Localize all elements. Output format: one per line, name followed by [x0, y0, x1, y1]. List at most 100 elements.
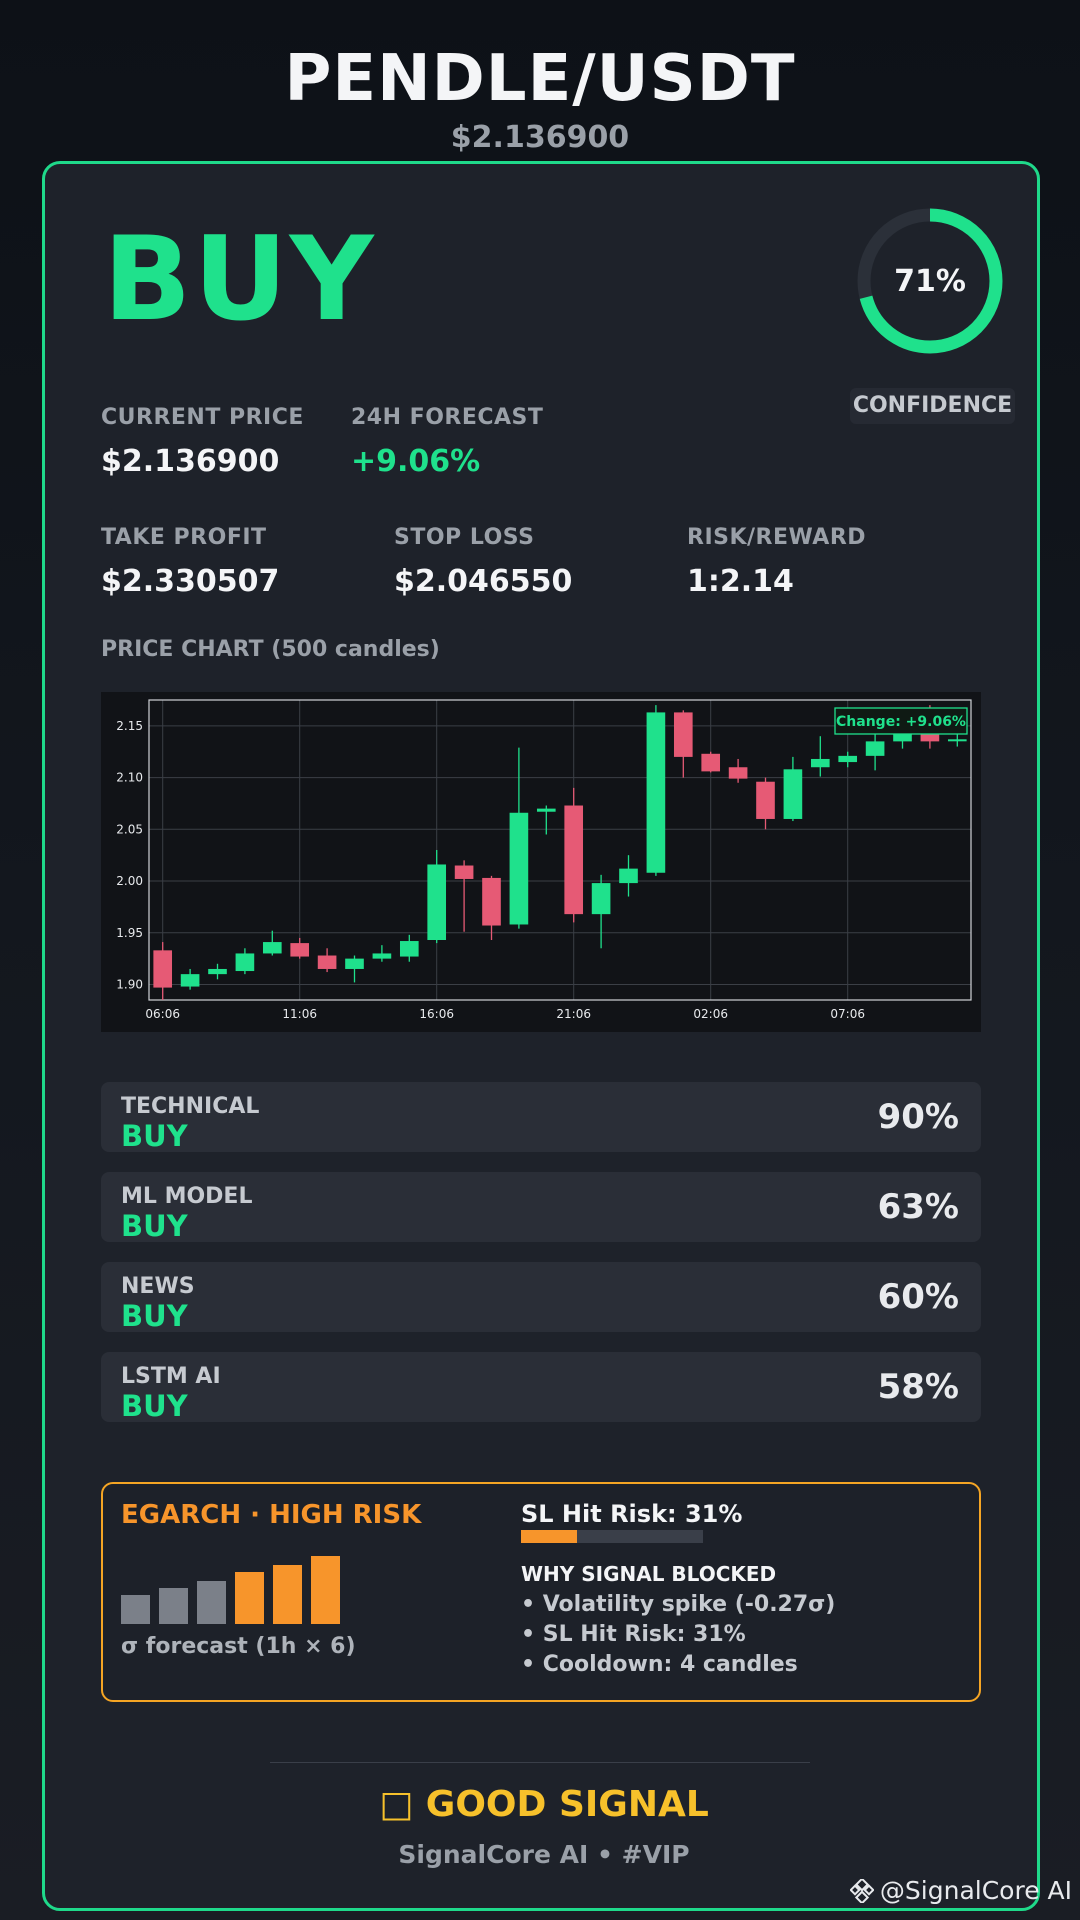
verdict-icon: □	[379, 1784, 414, 1825]
candle-body	[482, 877, 501, 926]
candle-body	[427, 864, 447, 940]
candle-body	[865, 741, 885, 756]
chart-svg: 1.90 1.95 2.00 2.05 2.10 2.15 06:06 11:06 16:06 2…	[116, 699, 972, 1021]
watermark-text: @SignalCore AI	[879, 1876, 1072, 1905]
risk-title: EGARCH · HIGH RISK	[121, 1500, 422, 1530]
candle-body	[454, 865, 474, 879]
sl-hit-risk-fill	[521, 1530, 578, 1543]
indicator-row: NEWS BUY 60%	[101, 1262, 981, 1332]
candle-body	[564, 805, 584, 915]
divider	[270, 1762, 810, 1763]
chart-label: PRICE CHART (500 candles)	[101, 637, 440, 662]
sl-hit-risk-bar	[521, 1530, 703, 1543]
stat-value: $2.046550	[394, 564, 573, 599]
candle-body	[345, 958, 364, 969]
indicator-signal: BUY	[121, 1119, 188, 1153]
candle-body	[920, 731, 940, 742]
brand-line: SignalCore AI • #VIP	[398, 1840, 690, 1869]
sigma-caption: σ forecast (1h × 6)	[121, 1634, 356, 1659]
pair-price: $2.136900	[450, 120, 630, 155]
stat-risk-reward: RISK/REWARD 1:2.14	[687, 525, 866, 599]
candle-body	[893, 731, 912, 742]
verdict-text: GOOD SIGNAL	[425, 1784, 709, 1825]
y-tick-label: 2.15	[116, 719, 143, 733]
candle-body	[947, 739, 967, 742]
why-blocked-title: WHY SIGNAL BLOCKED	[521, 1562, 777, 1586]
stat-value: $2.136900	[101, 444, 280, 479]
candle-body	[783, 769, 803, 819]
stat-forecast: 24H FORECAST +9.06%	[351, 405, 543, 479]
stat-value: $2.330507	[101, 564, 280, 599]
why-item: • SL Hit Risk: 31%	[521, 1622, 746, 1647]
candle-body	[235, 953, 255, 972]
pair-title: PENDLE/USDT	[284, 42, 796, 116]
candle-body	[536, 808, 556, 812]
y-tick-label: 2.00	[116, 874, 143, 888]
sigma-bar	[311, 1555, 340, 1624]
watermark: @SignalCore AI	[849, 1876, 1072, 1905]
signal-card: BUY 71% CONFIDENCE CURRENT PRICE $2.1369…	[42, 161, 1040, 1911]
stat-label: RISK/REWARD	[687, 525, 867, 550]
chart-frame	[148, 699, 972, 1001]
verdict: □ GOOD SIGNAL	[45, 1784, 1043, 1825]
candle-body	[399, 941, 419, 957]
sigma-bar	[121, 1595, 150, 1624]
stat-stop-loss: STOP LOSS $2.046550	[394, 525, 572, 599]
y-tick-label: 2.05	[116, 822, 143, 836]
candle-body	[262, 942, 282, 954]
why-item: • Cooldown: 4 candles	[521, 1652, 798, 1677]
gauge-svg	[857, 208, 1003, 354]
sigma-bar	[159, 1588, 188, 1624]
x-tick-label: 11:06	[282, 1007, 317, 1021]
sigma-bar	[197, 1580, 226, 1624]
indicator-name: NEWS	[121, 1274, 195, 1299]
candle-body	[619, 868, 638, 884]
stat-label: 24H FORECAST	[351, 405, 544, 430]
why-item: • Volatility spike (-0.27σ)	[521, 1592, 836, 1617]
x-tick-label: 07:06	[830, 1007, 865, 1021]
gauge-arc	[857, 208, 1003, 354]
candle-body	[756, 781, 775, 819]
change-annotation: Change: +9.06%	[836, 714, 966, 730]
price-chart: 1.90 1.95 2.00 2.05 2.10 2.15 06:06 11:06 16:06 2…	[101, 692, 981, 1032]
stat-value: +9.06%	[351, 444, 481, 479]
stat-label: CURRENT PRICE	[101, 405, 304, 430]
y-tick-label: 2.10	[116, 771, 143, 785]
candle-body	[673, 712, 693, 757]
indicator-row: ML MODEL BUY 63%	[101, 1172, 981, 1242]
indicator-pct: 58%	[877, 1367, 959, 1407]
x-tick-label: 06:06	[145, 1007, 180, 1021]
y-tick-label: 1.95	[116, 926, 143, 940]
stat-label: TAKE PROFIT	[101, 525, 267, 550]
stat-value: 1:2.14	[687, 564, 794, 599]
candle-body	[208, 968, 227, 975]
candle-body	[728, 767, 748, 779]
indicator-signal: BUY	[121, 1389, 188, 1423]
stat-current-price: CURRENT PRICE $2.136900	[101, 405, 304, 479]
indicator-name: ML MODEL	[121, 1184, 253, 1209]
y-tick-label: 1.90	[116, 977, 143, 991]
why-blocked-list: • Volatility spike (-0.27σ) • SL Hit Ris…	[521, 1590, 835, 1680]
candle-body	[180, 974, 200, 987]
signal-action: BUY	[103, 212, 376, 347]
change-annotation-box	[834, 707, 968, 735]
indicator-row: TECHNICAL BUY 90%	[101, 1082, 981, 1152]
diamond-logo-icon	[849, 1878, 874, 1903]
candle-body	[317, 955, 337, 969]
x-tick-label: 16:06	[419, 1007, 454, 1021]
candle-body	[509, 812, 529, 925]
candle-body	[838, 755, 858, 763]
candle-body	[591, 883, 611, 915]
candle-body	[646, 712, 666, 873]
candle-body	[701, 753, 721, 772]
indicator-signal: BUY	[121, 1209, 188, 1243]
sigma-forecast-bars	[121, 1552, 351, 1624]
confidence-value: 71%	[894, 263, 966, 299]
indicator-pct: 63%	[877, 1187, 959, 1227]
candle-body	[810, 758, 830, 768]
candle-body	[153, 950, 173, 988]
sigma-bar	[273, 1564, 302, 1624]
confidence-label: CONFIDENCE	[850, 388, 1015, 424]
candle-body	[372, 953, 392, 959]
x-tick-label: 21:06	[556, 1007, 591, 1021]
